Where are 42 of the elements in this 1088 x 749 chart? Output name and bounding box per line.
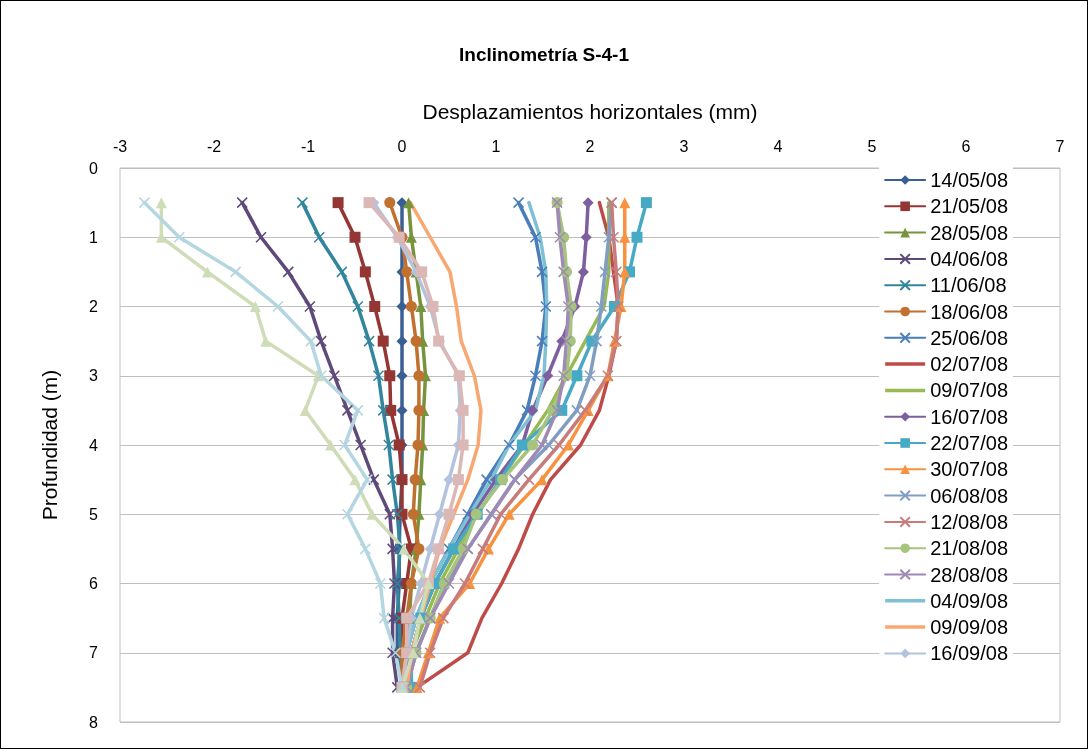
legend-label: 21/05/08 — [930, 195, 1009, 218]
y-tick-label: 2 — [89, 298, 99, 315]
legend-label: 21/08/08 — [930, 537, 1009, 560]
x-axis-title: Desplazamientos horizontales (mm) — [422, 100, 758, 123]
x-tick-label: 1 — [491, 137, 501, 155]
y-tick-label: 0 — [89, 159, 99, 177]
legend-label: 18/06/08 — [930, 300, 1009, 323]
x-tick-label: 3 — [679, 137, 689, 155]
y-tick-label: 6 — [89, 575, 99, 592]
legend-label: 22/07/08 — [930, 432, 1009, 454]
legend-label: 25/06/08 — [930, 326, 1009, 349]
legend-label: 04/09/08 — [930, 589, 1009, 612]
x-tick-label: -2 — [206, 137, 222, 155]
legend-label: 30/07/08 — [930, 458, 1009, 481]
x-tick-label: 6 — [961, 137, 971, 155]
y-tick-label: 4 — [89, 436, 99, 454]
legend-label: 09/07/08 — [930, 379, 1009, 402]
chart-title: Inclinometría S-4-1 — [459, 44, 630, 65]
y-tick-label: 5 — [89, 505, 99, 523]
x-tick-label: 0 — [397, 137, 407, 155]
y-tick-label: 8 — [89, 713, 99, 731]
y-tick-label: 1 — [89, 228, 99, 246]
legend-label: 16/09/08 — [930, 642, 1009, 665]
x-tick-label: -3 — [112, 137, 128, 155]
legend-label: 16/07/08 — [930, 405, 1009, 428]
legend-label: 14/05/08 — [930, 169, 1009, 191]
x-tick-label: 5 — [867, 137, 877, 155]
x-tick-label: 4 — [773, 137, 783, 155]
legend-label: 02/07/08 — [930, 353, 1009, 376]
y-tick-label: 3 — [89, 367, 99, 385]
legend-label: 09/09/08 — [930, 616, 1009, 639]
legend-label: 28/05/08 — [930, 221, 1009, 244]
legend-label: 11/06/08 — [930, 274, 1007, 297]
legend-label: 12/08/08 — [930, 510, 1009, 533]
legend-label: 06/08/08 — [930, 484, 1009, 507]
x-tick-label: -1 — [300, 137, 316, 155]
legend-label: 28/08/08 — [930, 563, 1009, 586]
y-axis-title: Profundidad (m) — [38, 369, 61, 521]
x-tick-label: 2 — [585, 137, 595, 155]
x-tick-label: 7 — [1055, 137, 1065, 155]
y-tick-label: 7 — [89, 644, 99, 662]
legend-label: 04/06/08 — [930, 247, 1009, 270]
